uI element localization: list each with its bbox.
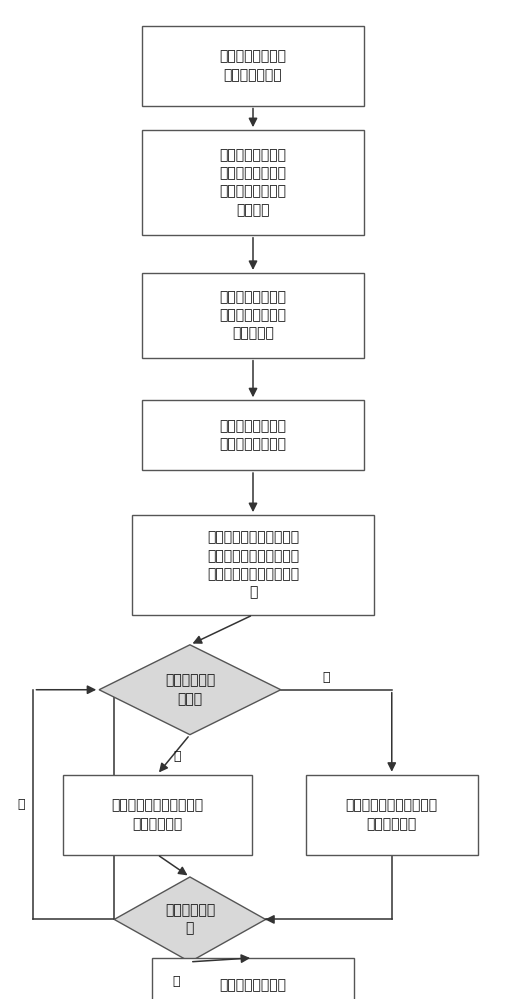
Text: 调整后的行车计划: 调整后的行车计划 xyxy=(219,978,286,992)
Bar xyxy=(142,26,363,106)
Bar xyxy=(132,515,373,615)
Text: 否: 否 xyxy=(172,975,179,988)
Bar xyxy=(142,130,363,235)
Polygon shape xyxy=(114,877,265,962)
Bar xyxy=(306,775,477,855)
Text: 根据合并后的日志
记录获得调整信息: 根据合并后的日志 记录获得调整信息 xyxy=(219,419,286,451)
Polygon shape xyxy=(99,645,280,735)
Bar xyxy=(142,400,363,470)
Text: 读取记录调整行车
计划步骤的日志: 读取记录调整行车 计划步骤的日志 xyxy=(219,49,286,82)
Text: 站台为需调整
的站台: 站台为需调整 的站台 xyxy=(165,674,215,706)
Text: 是: 是 xyxy=(17,798,25,811)
Bar xyxy=(152,958,353,1000)
Text: 按原始站台的停站时间和
运行时分累加: 按原始站台的停站时间和 运行时分累加 xyxy=(345,798,437,831)
Text: 对同一车次的日志
记录，建立日志记
录合并规则: 对同一车次的日志 记录，建立日志记 录合并规则 xyxy=(219,290,286,341)
Text: 存在下一个站
台: 存在下一个站 台 xyxy=(165,903,215,936)
Text: 以车次始发时刻为基准，
根据交路号在交路表中匹
配出交路的所有中站台信
息: 以车次始发时刻为基准， 根据交路号在交路表中匹 配出交路的所有中站台信 息 xyxy=(207,530,298,600)
Text: 将日志记录按车次
和班次进行分类，
按照调整步骤先后
顺序排序: 将日志记录按车次 和班次进行分类， 按照调整步骤先后 顺序排序 xyxy=(219,148,286,217)
Bar xyxy=(142,273,363,358)
Text: 是: 是 xyxy=(173,750,181,763)
Text: 按调整的站台停站时间和
运行时分累加: 按调整的站台停站时间和 运行时分累加 xyxy=(111,798,203,831)
Text: 否: 否 xyxy=(322,671,329,684)
Bar xyxy=(63,775,251,855)
